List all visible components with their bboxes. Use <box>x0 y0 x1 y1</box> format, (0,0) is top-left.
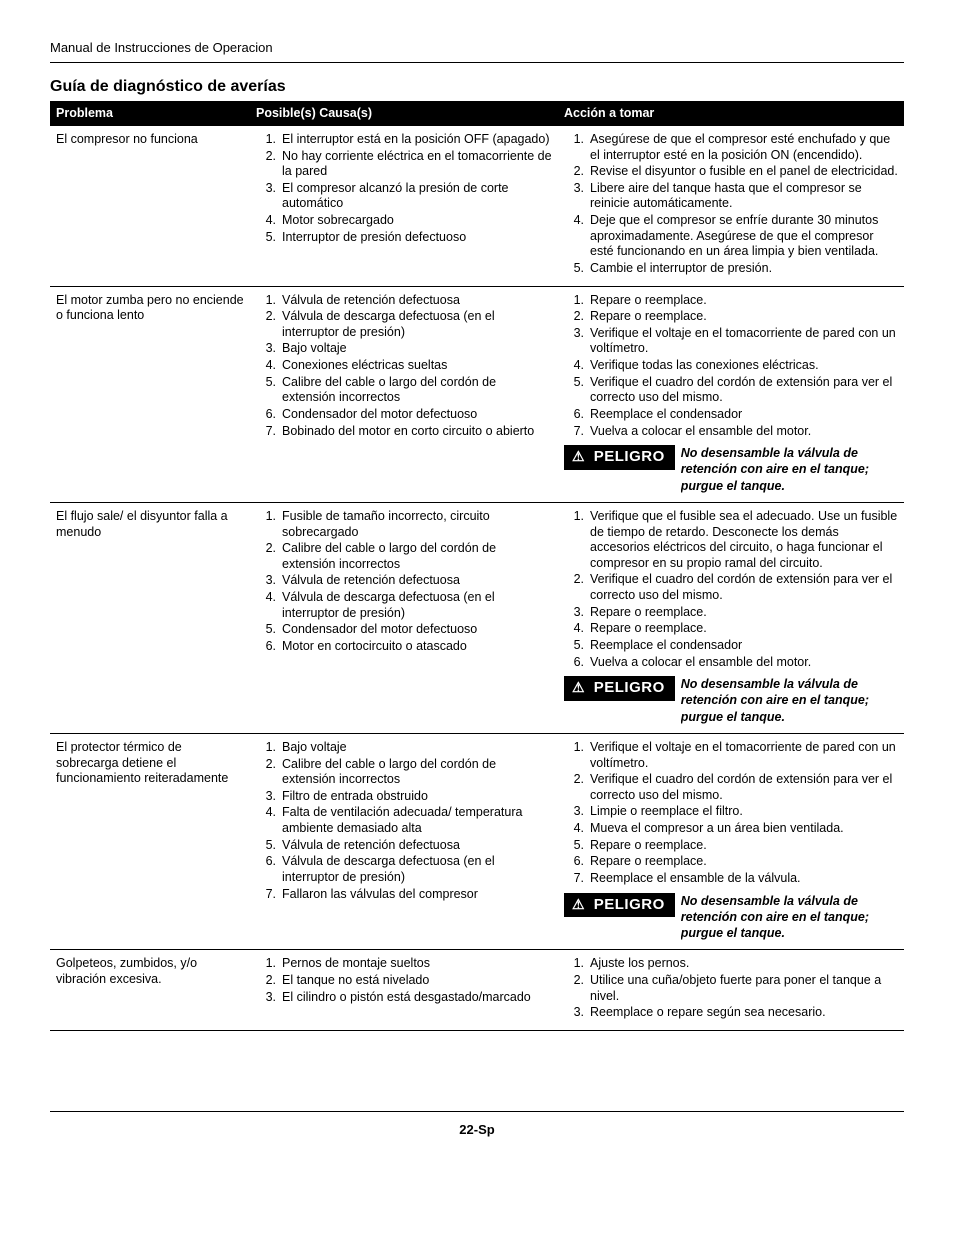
table-row: El flujo sale/ el disyuntor falla a menu… <box>50 502 904 733</box>
list-item: Vuelva a colocar el ensamble del motor. <box>564 655 898 671</box>
problem-cell: El protector térmico de sobrecarga detie… <box>50 733 250 949</box>
danger-warning: ⚠ PELIGRONo desensamble la válvula de re… <box>564 893 898 942</box>
list-item: Motor en cortocircuito o atascado <box>256 639 552 655</box>
list-item: Válvula de retención defectuosa <box>256 293 552 309</box>
actions-cell: Repare o reemplace.Repare o reemplace.Ve… <box>558 286 904 502</box>
list-item: Ajuste los pernos. <box>564 956 898 972</box>
list-item: Verifique el cuadro del cordón de extens… <box>564 772 898 803</box>
actions-cell: Ajuste los pernos.Utilice una cuña/objet… <box>558 950 904 1031</box>
causes-cell: Fusible de tamaño incorrecto, circuito s… <box>250 502 558 733</box>
list-item: Cambie el interruptor de presión. <box>564 261 898 277</box>
danger-label: ⚠ PELIGRO <box>564 893 675 918</box>
list-item: Fusible de tamaño incorrecto, circuito s… <box>256 509 552 540</box>
page-number: 22-Sp <box>50 1111 904 1138</box>
list-item: Verifique el cuadro del cordón de extens… <box>564 572 898 603</box>
list-item: Pernos de montaje sueltos <box>256 956 552 972</box>
table-row: El motor zumba pero no enciende o funcio… <box>50 286 904 502</box>
list-item: Válvula de descarga defectuosa (en el in… <box>256 854 552 885</box>
list-item: Interruptor de presión defectuoso <box>256 230 552 246</box>
list-item: El interruptor está en la posición OFF (… <box>256 132 552 148</box>
problem-cell: Golpeteos, zumbidos, y/o vibración exces… <box>50 950 250 1031</box>
list-item: Verifique el cuadro del cordón de extens… <box>564 375 898 406</box>
warning-triangle-icon: ⚠ <box>572 897 585 911</box>
danger-label: ⚠ PELIGRO <box>564 676 675 701</box>
actions-cell: Asegúrese de que el compresor esté enchu… <box>558 126 904 286</box>
list-item: Conexiones eléctricas sueltas <box>256 358 552 374</box>
list-item: Falta de ventilación adecuada/ temperatu… <box>256 805 552 836</box>
list-item: Mueva el compresor a un área bien ventil… <box>564 821 898 837</box>
causes-cell: Pernos de montaje sueltosEl tanque no es… <box>250 950 558 1031</box>
list-item: El tanque no está nivelado <box>256 973 552 989</box>
list-item: Fallaron las válvulas del compresor <box>256 887 552 903</box>
danger-label: ⚠ PELIGRO <box>564 445 675 470</box>
list-item: Bajo voltaje <box>256 740 552 756</box>
list-item: Válvula de descarga defectuosa (en el in… <box>256 309 552 340</box>
list-item: Verifique el voltaje en el tomacorriente… <box>564 326 898 357</box>
list-item: Verifique el voltaje en el tomacorriente… <box>564 740 898 771</box>
list-item: Repare o reemplace. <box>564 309 898 325</box>
list-item: Válvula de retención defectuosa <box>256 573 552 589</box>
list-item: Motor sobrecargado <box>256 213 552 229</box>
col-header-action: Acción a tomar <box>558 102 904 126</box>
list-item: Reemplace o repare según sea necesario. <box>564 1005 898 1021</box>
danger-text: No desensamble la válvula de retención c… <box>681 676 898 725</box>
col-header-problem: Problema <box>50 102 250 126</box>
list-item: Condensador del motor defectuoso <box>256 622 552 638</box>
list-item: Calibre del cable o largo del cordón de … <box>256 541 552 572</box>
warning-triangle-icon: ⚠ <box>572 680 585 694</box>
list-item: Utilice una cuña/objeto fuerte para pone… <box>564 973 898 1004</box>
problem-cell: El compresor no funciona <box>50 126 250 286</box>
danger-warning: ⚠ PELIGRONo desensamble la válvula de re… <box>564 445 898 494</box>
list-item: Bajo voltaje <box>256 341 552 357</box>
list-item: El compresor alcanzó la presión de corte… <box>256 181 552 212</box>
table-row: El compresor no funciona El interruptor e… <box>50 126 904 286</box>
list-item: Calibre del cable o largo del cordón de … <box>256 375 552 406</box>
problem-cell: El flujo sale/ el disyuntor falla a menu… <box>50 502 250 733</box>
causes-cell: Bajo voltajeCalibre del cable o largo de… <box>250 733 558 949</box>
list-item: Verifique que el fusible sea el adecuado… <box>564 509 898 572</box>
actions-cell: Verifique el voltaje en el tomacorriente… <box>558 733 904 949</box>
table-row: Golpeteos, zumbidos, y/o vibración exces… <box>50 950 904 1031</box>
list-item: Reemplace el condensador <box>564 638 898 654</box>
danger-warning: ⚠ PELIGRONo desensamble la válvula de re… <box>564 676 898 725</box>
causes-cell: El interruptor está en la posición OFF (… <box>250 126 558 286</box>
col-header-cause: Posible(s) Causa(s) <box>250 102 558 126</box>
list-item: Revise el disyuntor o fusible en el pane… <box>564 164 898 180</box>
list-item: Libere aire del tanque hasta que el comp… <box>564 181 898 212</box>
list-item: Válvula de retención defectuosa <box>256 838 552 854</box>
danger-text: No desensamble la válvula de retención c… <box>681 445 898 494</box>
list-item: No hay corriente eléctrica en el tomacor… <box>256 149 552 180</box>
manual-header: Manual de Instrucciones de Operacion <box>50 40 904 63</box>
list-item: Calibre del cable o largo del cordón de … <box>256 757 552 788</box>
list-item: Reemplace el ensamble de la válvula. <box>564 871 898 887</box>
troubleshooting-table: Problema Posible(s) Causa(s) Acción a to… <box>50 102 904 1031</box>
warning-triangle-icon: ⚠ <box>572 449 585 463</box>
list-item: Repare o reemplace. <box>564 605 898 621</box>
list-item: Filtro de entrada obstruido <box>256 789 552 805</box>
danger-text: No desensamble la válvula de retención c… <box>681 893 898 942</box>
list-item: Repare o reemplace. <box>564 293 898 309</box>
problem-cell: El motor zumba pero no enciende o funcio… <box>50 286 250 502</box>
causes-cell: Válvula de retención defectuosaVálvula d… <box>250 286 558 502</box>
list-item: Repare o reemplace. <box>564 621 898 637</box>
list-item: Vuelva a colocar el ensamble del motor. <box>564 424 898 440</box>
table-row: El protector térmico de sobrecarga detie… <box>50 733 904 949</box>
list-item: Reemplace el condensador <box>564 407 898 423</box>
list-item: Limpie o reemplace el filtro. <box>564 804 898 820</box>
list-item: Válvula de descarga defectuosa (en el in… <box>256 590 552 621</box>
list-item: Verifique todas las conexiones eléctrica… <box>564 358 898 374</box>
list-item: Condensador del motor defectuoso <box>256 407 552 423</box>
section-title: Guía de diagnóstico de averías <box>50 77 904 102</box>
list-item: Repare o reemplace. <box>564 854 898 870</box>
list-item: Deje que el compresor se enfríe durante … <box>564 213 898 260</box>
list-item: El cilindro o pistón está desgastado/mar… <box>256 990 552 1006</box>
list-item: Bobinado del motor en corto circuito o a… <box>256 424 552 440</box>
actions-cell: Verifique que el fusible sea el adecuado… <box>558 502 904 733</box>
list-item: Asegúrese de que el compresor esté enchu… <box>564 132 898 163</box>
list-item: Repare o reemplace. <box>564 838 898 854</box>
